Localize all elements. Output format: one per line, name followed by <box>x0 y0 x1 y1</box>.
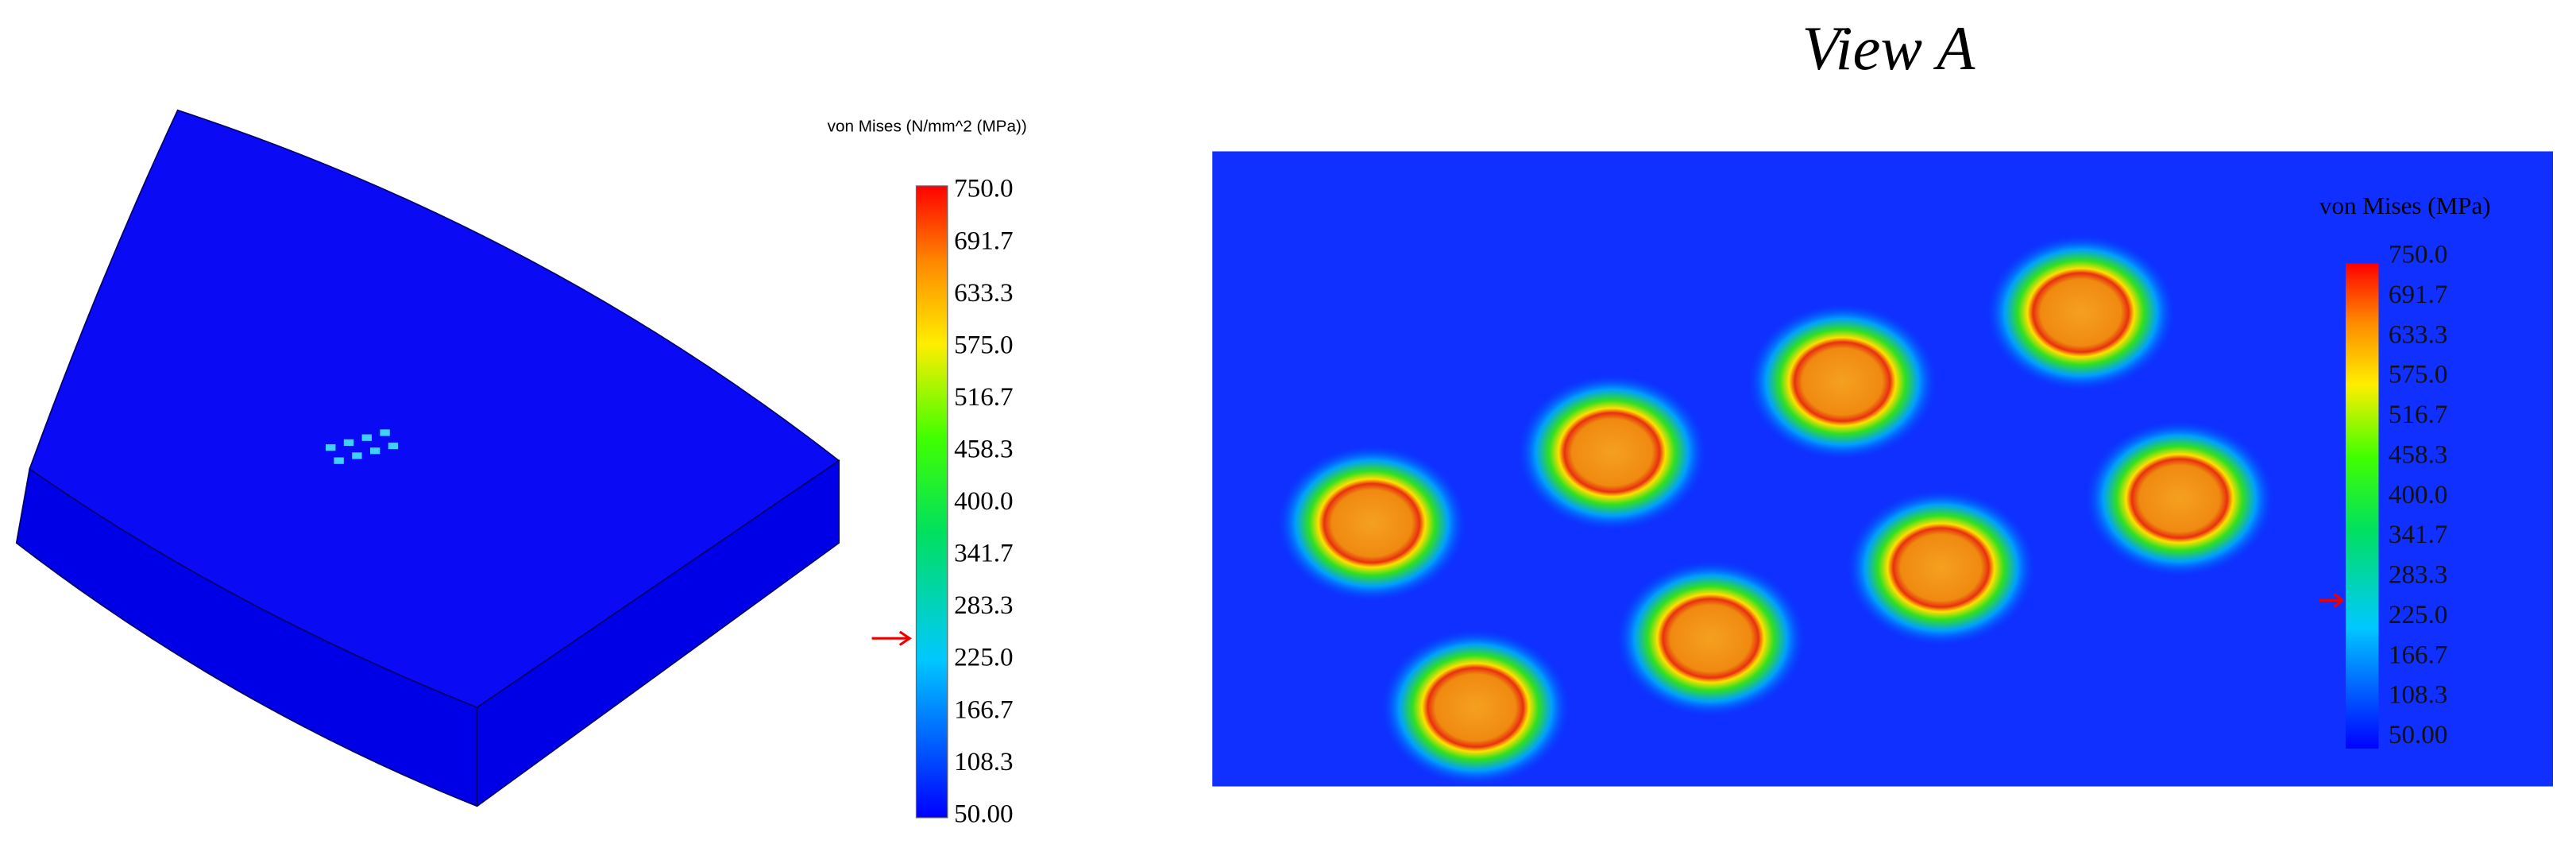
legend-label: 516.7 <box>954 382 1014 412</box>
stress-spot <box>2084 419 2276 578</box>
legend-label: 166.7 <box>2389 640 2448 669</box>
legend-label: 50.00 <box>954 799 1014 828</box>
legend-label: 400.0 <box>954 486 1014 516</box>
stress-spot <box>1276 443 1468 602</box>
stress-spot <box>1380 628 1571 787</box>
stress-spot <box>1747 302 1938 461</box>
legend-label: 691.7 <box>954 226 1014 255</box>
slab-model <box>15 109 840 807</box>
legend-label: 633.3 <box>2389 319 2448 349</box>
legend-title: von Mises (MPa) <box>2319 192 2491 219</box>
stress-spots <box>1276 233 2276 787</box>
legend-label: 750.0 <box>2389 240 2448 269</box>
legend-label: 575.0 <box>2389 360 2448 389</box>
legend-label: 166.7 <box>954 695 1014 724</box>
legend-label: 691.7 <box>2389 280 2448 309</box>
legend-label: 225.0 <box>954 643 1014 672</box>
marker-arrow <box>2319 593 2345 609</box>
stress-spot <box>1615 559 1806 718</box>
legend-label: 341.7 <box>954 539 1014 568</box>
legend-title: von Mises (N/mm^2 (MPa)) <box>828 118 1027 136</box>
legend-label: 400.0 <box>2389 480 2448 509</box>
legend-label: 750.0 <box>954 174 1014 203</box>
legend-label: 108.3 <box>954 747 1014 776</box>
legend-label: 633.3 <box>954 278 1014 308</box>
legend-label: 283.3 <box>2389 560 2448 590</box>
colorbar <box>915 185 948 819</box>
legend-label: 283.3 <box>954 590 1014 620</box>
legend-label: 341.7 <box>2389 520 2448 549</box>
legend-label: 50.00 <box>2389 720 2448 749</box>
legend-label: 575.0 <box>954 330 1014 359</box>
marker-arrow <box>871 630 912 646</box>
stress-spot <box>1516 373 1708 532</box>
stress-spot <box>1845 488 2037 647</box>
legend-label: 225.0 <box>2389 600 2448 629</box>
legend-label: 516.7 <box>2389 400 2448 429</box>
legend-label: 458.3 <box>954 435 1014 464</box>
legend-label: 458.3 <box>2389 439 2448 469</box>
legend-label: 108.3 <box>2389 680 2448 710</box>
stress-spot <box>1985 233 2176 392</box>
colorbar <box>2346 263 2379 749</box>
view-title: View A <box>1802 14 1975 83</box>
